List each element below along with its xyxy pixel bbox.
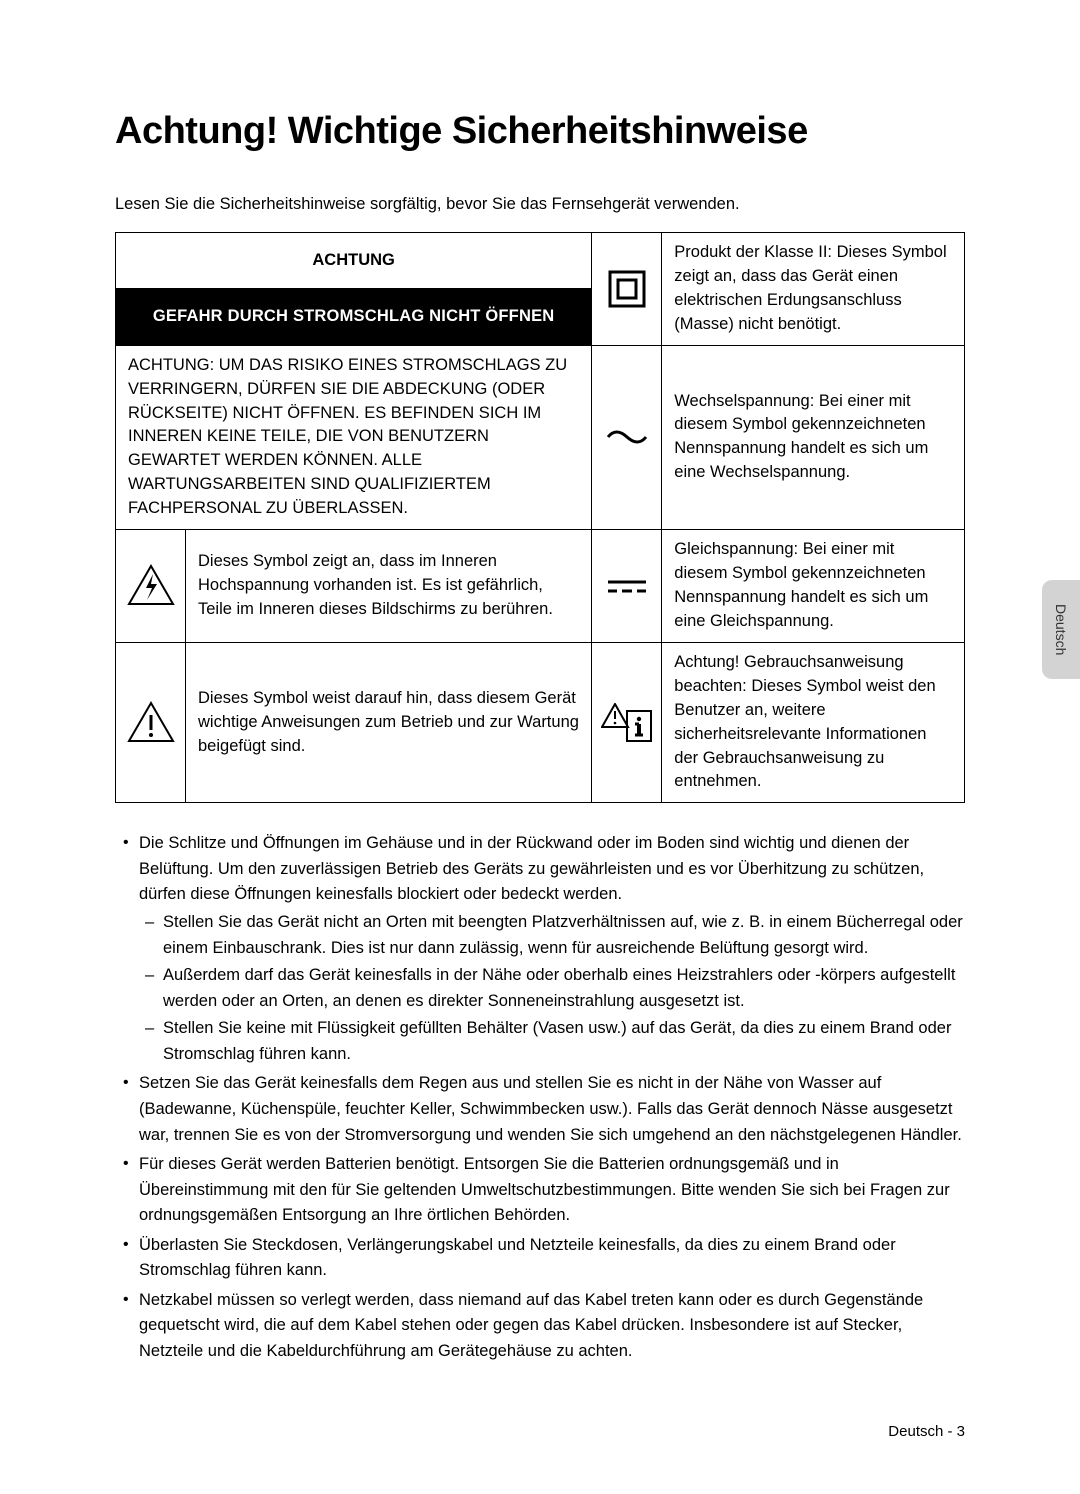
highvoltage-icon-cell <box>116 530 186 643</box>
gefahr-header: GEFAHR DURCH STROMSCHLAG NICHT ÖFFNEN <box>116 289 592 345</box>
info-icon <box>596 703 657 743</box>
info-icon-cell <box>592 642 662 803</box>
info-text: Achtung! Gebrauchsanweisung beachten: Di… <box>662 642 965 803</box>
bullet-item: Überlasten Sie Steckdosen, Verlängerungs… <box>115 1233 965 1284</box>
highvoltage-text: Dieses Symbol zeigt an, dass im Inneren … <box>186 530 592 643</box>
warning-icon <box>120 701 181 745</box>
bullet-item: Netzkabel müssen so verlegt werden, dass… <box>115 1288 965 1365</box>
ac-text: Wechselspannung: Bei einer mit diesem Sy… <box>662 345 965 529</box>
page-number: Deutsch - 3 <box>888 1423 965 1440</box>
highvoltage-icon <box>120 564 181 608</box>
language-tab: Deutsch <box>1042 580 1080 679</box>
bullet-item: Setzen Sie das Gerät keinesfalls dem Reg… <box>115 1071 965 1148</box>
class2-icon-cell <box>592 233 662 346</box>
dc-text: Gleichspannung: Bei einer mit diesem Sym… <box>662 530 965 643</box>
class2-text: Produkt der Klasse II: Dieses Symbol zei… <box>662 233 965 346</box>
dc-icon <box>596 576 657 596</box>
achtung-header: ACHTUNG <box>116 233 592 289</box>
symbols-table: ACHTUNG Produkt der Klasse II: Dieses Sy… <box>115 232 965 803</box>
intro-text: Lesen Sie die Sicherheitshinweise sorgfä… <box>115 195 965 214</box>
bullet-item: Für dieses Gerät werden Batterien benöti… <box>115 1152 965 1229</box>
sub-bullet-item: Stellen Sie keine mit Flüssigkeit gefüll… <box>139 1016 965 1067</box>
achtung-body: ACHTUNG: UM DAS RISIKO EINES STROMSCHLAG… <box>116 345 592 529</box>
ac-icon <box>596 425 657 449</box>
bullet-item: Die Schlitze und Öffnungen im Gehäuse un… <box>115 831 965 1067</box>
bullet-list: Die Schlitze und Öffnungen im Gehäuse un… <box>115 831 965 1364</box>
page-title: Achtung! Wichtige Sicherheitshinweise <box>115 110 965 153</box>
ac-icon-cell <box>592 345 662 529</box>
warning-text: Dieses Symbol weist darauf hin, dass die… <box>186 642 592 803</box>
warning-icon-cell <box>116 642 186 803</box>
sub-bullet-item: Außerdem darf das Gerät keinesfalls in d… <box>139 963 965 1014</box>
dc-icon-cell <box>592 530 662 643</box>
sub-bullet-item: Stellen Sie das Gerät nicht an Orten mit… <box>139 910 965 961</box>
class2-icon <box>596 268 657 310</box>
